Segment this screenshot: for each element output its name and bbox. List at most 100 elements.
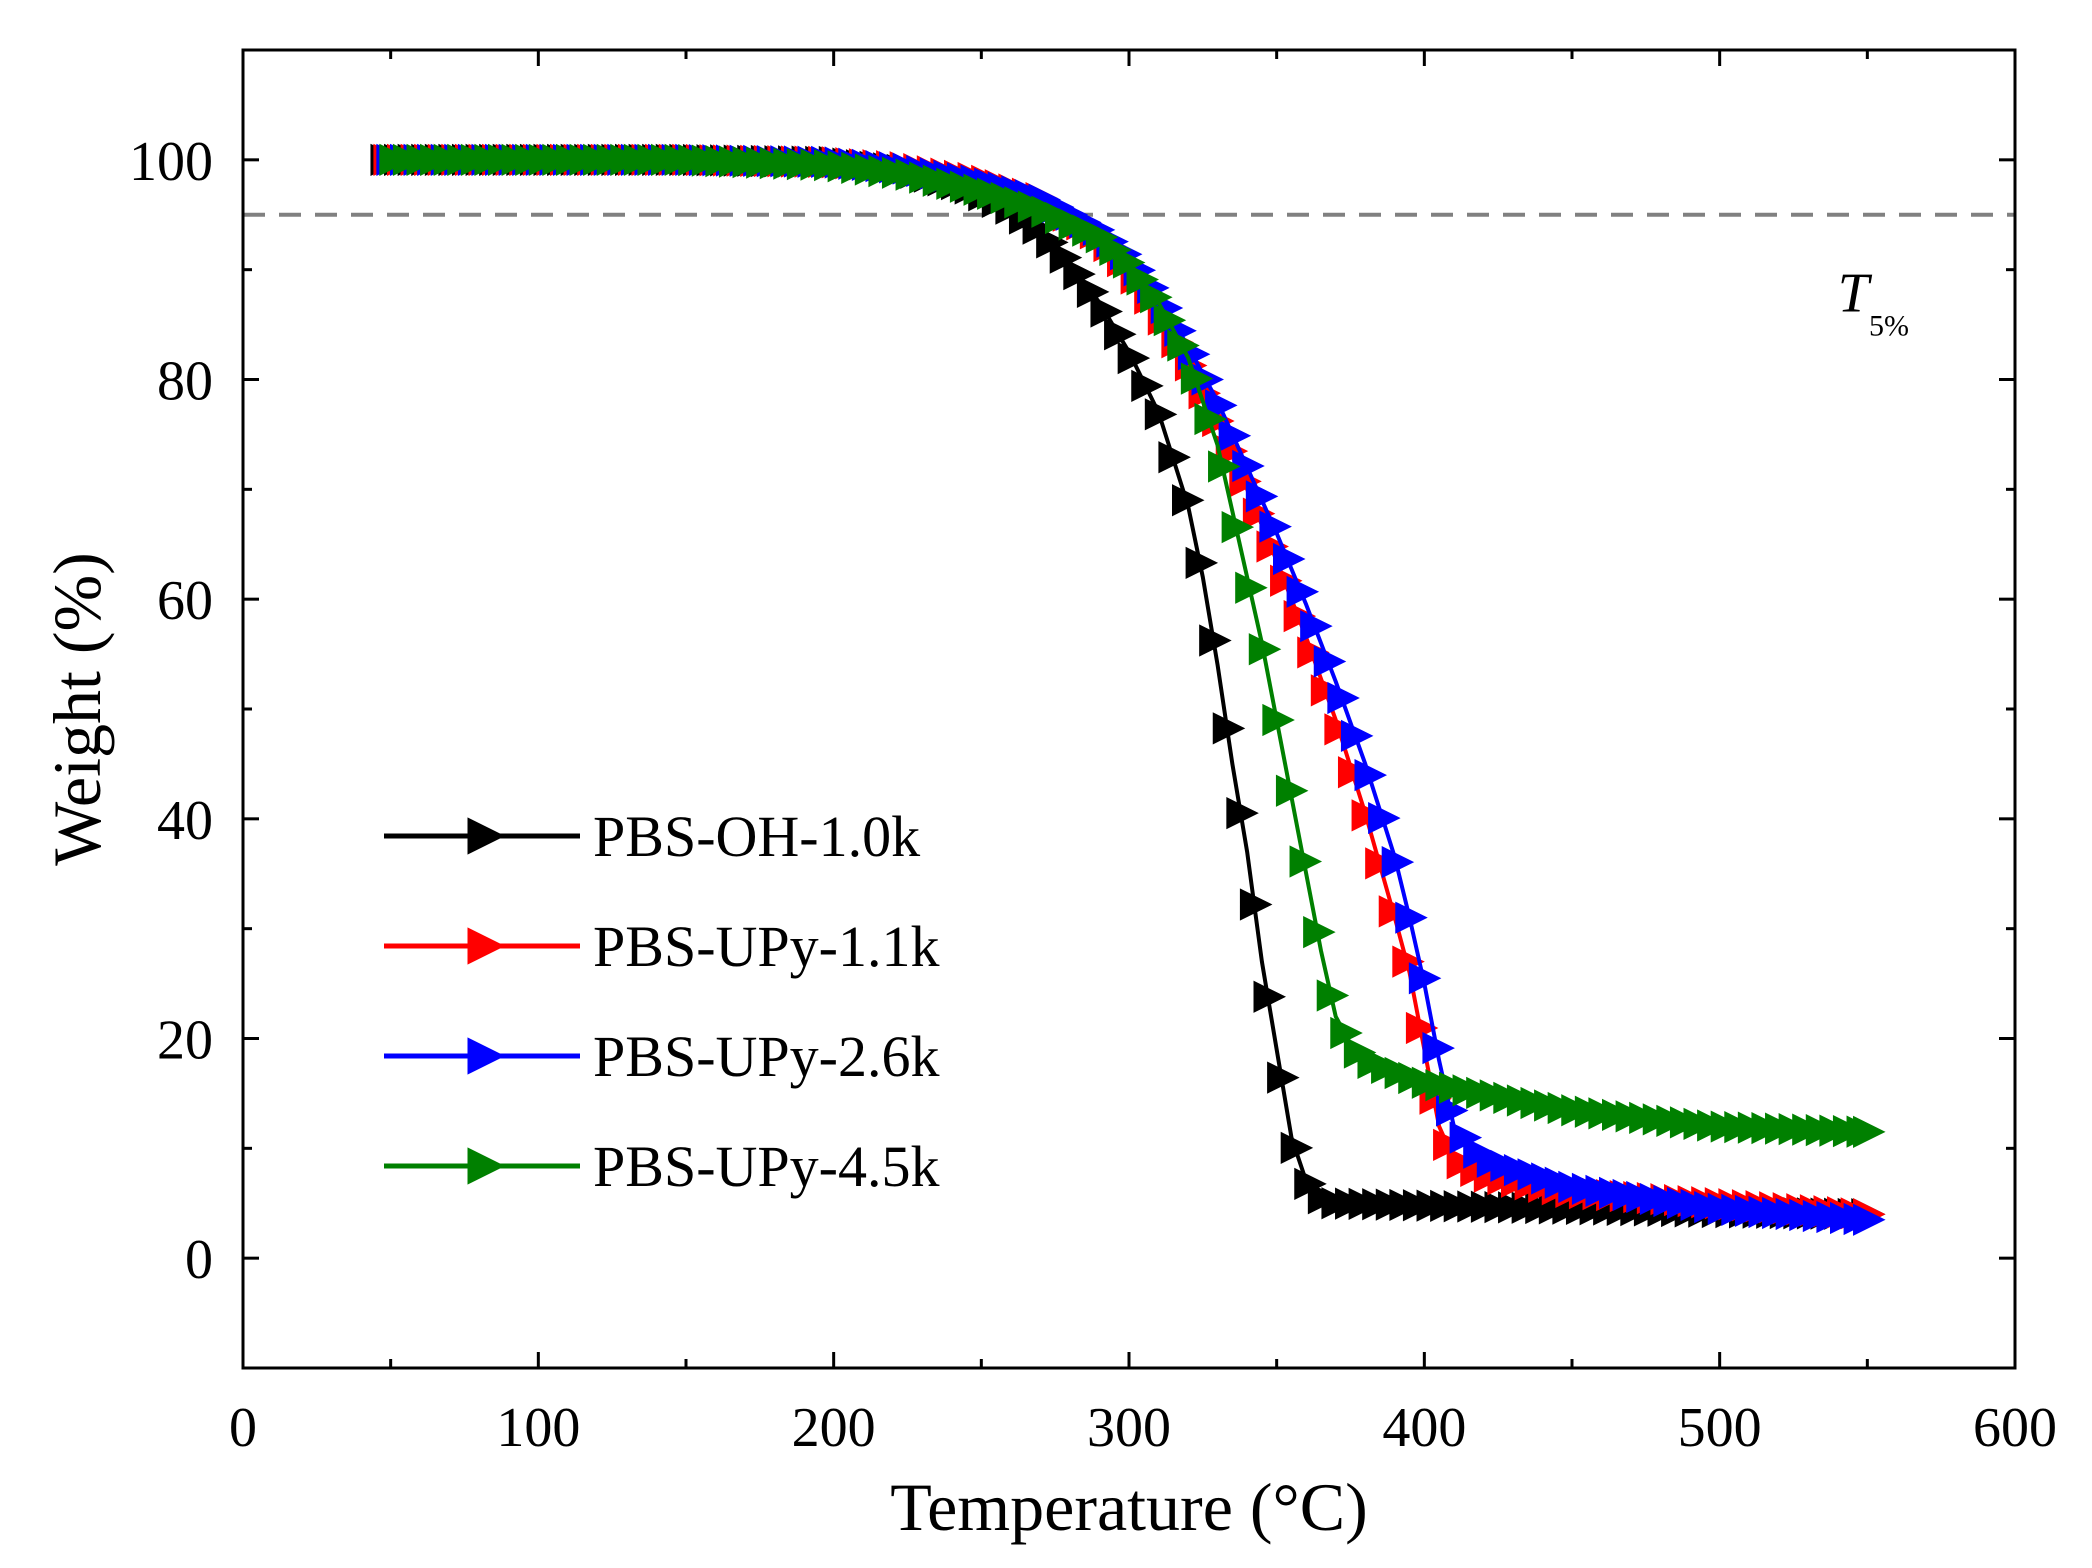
series-marker: [1158, 441, 1191, 474]
series-marker: [1063, 258, 1096, 291]
series-marker: [1286, 575, 1320, 608]
y-tick-label: 20: [157, 1010, 213, 1072]
series-marker: [1395, 901, 1428, 934]
series-marker: [1270, 564, 1303, 597]
series-marker: [1194, 402, 1227, 436]
y-tick-label: 40: [157, 790, 213, 852]
series-marker: [1297, 636, 1330, 669]
series-marker: [1289, 845, 1323, 878]
series-marker: [1275, 774, 1309, 807]
series-marker: [1381, 845, 1415, 879]
legend-label: PBS-UPy-2.6k: [593, 1024, 939, 1089]
series-marker: [1221, 510, 1255, 544]
series-marker: [1131, 369, 1164, 402]
series-marker: [1140, 281, 1173, 314]
series-marker: [1378, 895, 1412, 928]
y-axis-title: Weight (%): [39, 552, 115, 866]
series-marker: [1324, 713, 1357, 746]
series-marker: [1248, 633, 1282, 666]
series-marker: [1392, 945, 1425, 978]
legend-marker-icon: [467, 1037, 505, 1075]
x-tick-label: 0: [229, 1397, 257, 1459]
series-marker: [1171, 484, 1205, 517]
x-tick-label: 600: [1973, 1397, 2057, 1459]
x-tick-label: 300: [1087, 1397, 1171, 1459]
series-PBS-UPy-4.5k: [379, 143, 1886, 1148]
series-marker: [1327, 681, 1360, 715]
series-marker: [1422, 1032, 1455, 1065]
legend-label: PBS-UPy-4.5k: [593, 1134, 939, 1199]
x-tick-label: 200: [792, 1397, 876, 1459]
legend-item: PBS-UPy-1.1k: [384, 914, 939, 979]
series-marker: [1167, 329, 1200, 362]
tick-layer: 0 100 200 300 400 500 600 0 20 40 60 80 100: [129, 48, 2057, 1459]
series-marker: [1259, 510, 1292, 543]
series-marker: [1280, 1131, 1314, 1165]
series-marker: [1117, 341, 1151, 375]
series-marker: [1303, 916, 1336, 949]
series-marker: [1283, 599, 1317, 633]
series-marker: [1245, 480, 1279, 513]
series-marker: [1239, 888, 1273, 921]
legend-marker-icon: [467, 1147, 505, 1185]
x-tick-label: 100: [496, 1397, 580, 1459]
series-marker: [1354, 758, 1388, 792]
y-tick-label: 0: [185, 1229, 213, 1291]
t5-annotation: T5%: [1838, 263, 1909, 343]
series-marker: [1408, 962, 1442, 995]
series-marker: [1226, 797, 1259, 830]
series-marker: [1235, 571, 1268, 604]
series-marker: [1316, 979, 1350, 1012]
series-marker: [1104, 318, 1137, 351]
series-marker: [1262, 703, 1295, 737]
series-marker: [1272, 542, 1306, 576]
series-marker: [1405, 1011, 1439, 1045]
series-marker: [1199, 624, 1232, 657]
annotation-main: T: [1838, 263, 1873, 325]
series-marker: [1436, 1094, 1469, 1127]
series-marker: [1368, 801, 1401, 835]
series-marker: [1090, 295, 1123, 328]
series-marker: [1212, 712, 1246, 745]
legend: PBS-OH-1.0k PBS-UPy-1.1k PBS-UPy-2.6k PBS-U…: [384, 804, 939, 1199]
series-marker: [1365, 847, 1398, 880]
y-tick-label: 100: [129, 131, 213, 193]
series-marker: [1112, 246, 1146, 279]
legend-item: PBS-UPy-4.5k: [384, 1134, 939, 1199]
series-marker: [1853, 1203, 1886, 1236]
series-marker: [1267, 1061, 1300, 1094]
series-marker: [1351, 799, 1385, 832]
series-marker: [1337, 756, 1371, 789]
series-marker: [1310, 674, 1344, 707]
series-layer: [370, 143, 1886, 1236]
series-marker: [1036, 226, 1069, 259]
legend-marker-icon: [467, 927, 505, 965]
series-marker: [1232, 449, 1265, 483]
series-marker: [1340, 719, 1374, 753]
series-marker: [1433, 1128, 1466, 1161]
series-marker: [1253, 980, 1287, 1013]
series-marker: [1144, 398, 1178, 431]
series-marker: [1300, 610, 1333, 643]
series-marker: [1153, 304, 1187, 337]
series-line: [384, 157, 1868, 1134]
series-marker: [1313, 645, 1347, 678]
legend-item: PBS-OH-1.0k: [384, 804, 920, 869]
series-marker: [1126, 263, 1160, 296]
legend-marker-icon: [467, 817, 505, 855]
legend-label: PBS-UPy-1.1k: [593, 914, 939, 979]
series-marker: [1449, 1121, 1483, 1154]
series-marker: [1330, 1016, 1363, 1050]
y-tick-label: 60: [157, 570, 213, 632]
y-tick-label: 80: [157, 351, 213, 413]
x-tick-label: 400: [1382, 1397, 1466, 1459]
series-marker: [1180, 362, 1214, 395]
annotation-subscript: 5%: [1869, 310, 1909, 343]
series-marker: [1076, 275, 1110, 308]
legend-label: PBS-OH-1.0k: [593, 804, 920, 869]
legend-item: PBS-UPy-2.6k: [384, 1024, 939, 1089]
series-marker: [1218, 419, 1252, 452]
series-marker: [1853, 1115, 1886, 1148]
x-tick-label: 500: [1678, 1397, 1762, 1459]
